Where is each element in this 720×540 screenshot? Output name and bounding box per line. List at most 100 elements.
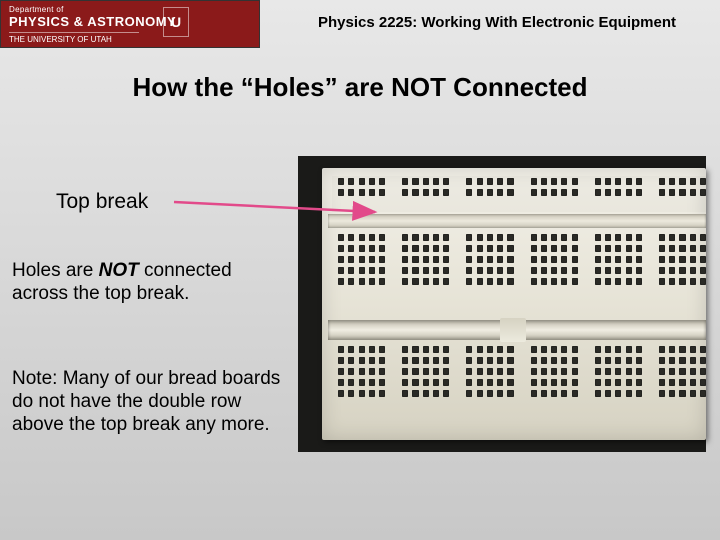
hole: [359, 357, 365, 364]
hole: [423, 178, 429, 185]
hole: [659, 390, 665, 397]
slide-title: How the “Holes” are NOT Connected: [0, 72, 720, 103]
hole: [412, 379, 418, 386]
hole: [507, 390, 513, 397]
hole: [369, 245, 375, 252]
hole: [348, 256, 354, 263]
hole: [338, 379, 344, 386]
hole: [679, 357, 685, 364]
hole: [636, 278, 642, 285]
hole: [669, 368, 675, 375]
hole: [487, 368, 493, 375]
hole: [477, 178, 483, 185]
hole: [700, 390, 706, 397]
hole: [626, 368, 632, 375]
hole: [338, 368, 344, 375]
hole: [659, 346, 665, 353]
hole: [423, 234, 429, 241]
hole: [497, 267, 503, 274]
hole: [636, 379, 642, 386]
hole: [412, 357, 418, 364]
hole-row: [332, 178, 706, 185]
breadboard-body: [322, 168, 706, 440]
hole: [507, 368, 513, 375]
hole: [626, 357, 632, 364]
hole: [402, 379, 408, 386]
hole: [700, 267, 706, 274]
hole: [487, 256, 493, 263]
hole: [477, 189, 483, 196]
hole: [443, 234, 449, 241]
hole: [615, 178, 621, 185]
hole: [636, 234, 642, 241]
hole: [466, 256, 472, 263]
hole: [541, 357, 547, 364]
hole: [572, 368, 578, 375]
hole: [605, 178, 611, 185]
hole: [551, 245, 557, 252]
breadboard-photo: [298, 156, 706, 452]
hole: [338, 278, 344, 285]
hole: [700, 357, 706, 364]
hole: [690, 256, 696, 263]
hole: [595, 234, 601, 241]
hole: [359, 189, 365, 196]
hole: [605, 357, 611, 364]
hole: [669, 267, 675, 274]
hole: [402, 368, 408, 375]
hole: [497, 234, 503, 241]
hole: [379, 267, 385, 274]
hole: [338, 245, 344, 252]
hole: [669, 189, 675, 196]
hole: [531, 346, 537, 353]
hole: [359, 256, 365, 263]
hole: [626, 390, 632, 397]
hole: [690, 346, 696, 353]
hole: [497, 346, 503, 353]
hole: [636, 267, 642, 274]
hole: [369, 189, 375, 196]
hole: [636, 245, 642, 252]
hole: [561, 278, 567, 285]
hole: [669, 245, 675, 252]
hole: [477, 357, 483, 364]
hole: [541, 256, 547, 263]
hole: [595, 357, 601, 364]
hole: [595, 245, 601, 252]
hole: [423, 267, 429, 274]
hole: [402, 346, 408, 353]
hole: [531, 368, 537, 375]
hole: [379, 379, 385, 386]
hole: [551, 368, 557, 375]
hole: [402, 256, 408, 263]
hole: [541, 379, 547, 386]
hole: [615, 234, 621, 241]
hole: [690, 379, 696, 386]
hole: [497, 357, 503, 364]
hole: [531, 390, 537, 397]
hole: [359, 278, 365, 285]
hole: [572, 245, 578, 252]
banner-main: PHYSICS & ASTRONOMY: [9, 14, 251, 29]
hole: [507, 189, 513, 196]
hole: [561, 256, 567, 263]
hole: [443, 245, 449, 252]
hole: [507, 245, 513, 252]
hole: [477, 278, 483, 285]
hole-row: [332, 390, 706, 397]
hole: [572, 189, 578, 196]
hole-row: [332, 267, 706, 274]
hole: [443, 346, 449, 353]
hole: [379, 390, 385, 397]
hole: [626, 346, 632, 353]
hole: [595, 267, 601, 274]
hole: [348, 379, 354, 386]
hole: [497, 245, 503, 252]
hole: [679, 256, 685, 263]
hole: [487, 245, 493, 252]
hole: [636, 390, 642, 397]
hole: [443, 379, 449, 386]
body-text-connection: Holes are NOT connected across the top b…: [12, 260, 272, 306]
hole: [433, 357, 439, 364]
hole: [541, 346, 547, 353]
